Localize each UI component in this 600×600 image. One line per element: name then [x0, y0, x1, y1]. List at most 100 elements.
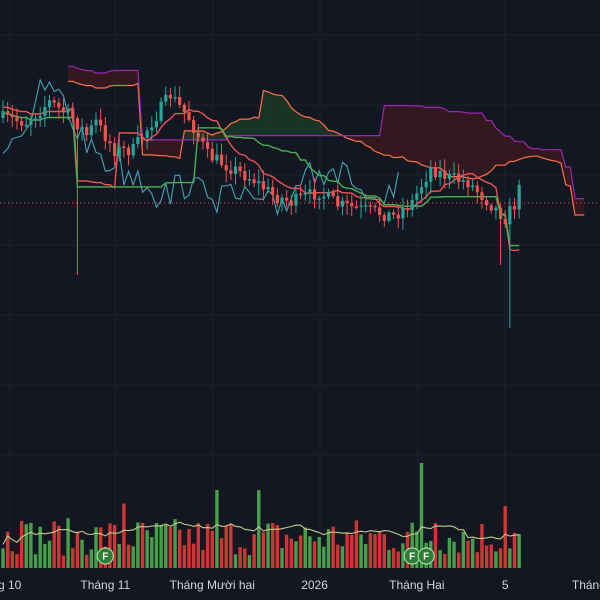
candle[interactable] [224, 154, 228, 183]
volume-bar[interactable] [322, 546, 326, 568]
volume-bar[interactable] [164, 525, 168, 568]
candle[interactable] [466, 175, 470, 197]
candle[interactable] [266, 178, 270, 193]
candle[interactable] [359, 195, 363, 219]
candle[interactable] [247, 169, 252, 186]
volume-bar[interactable] [303, 527, 307, 568]
volume-bar[interactable] [191, 543, 196, 568]
candle[interactable] [15, 108, 19, 130]
candle[interactable] [24, 115, 28, 129]
candle[interactable] [117, 138, 121, 162]
candle[interactable] [71, 102, 75, 123]
volume-bar[interactable] [38, 526, 42, 568]
candle[interactable] [354, 200, 358, 210]
candle[interactable] [131, 138, 135, 159]
candle[interactable] [33, 115, 38, 128]
candle[interactable] [150, 116, 154, 142]
volume-bar[interactable] [57, 525, 61, 568]
volume-bar[interactable] [257, 490, 261, 568]
volume-bar[interactable] [512, 532, 517, 568]
volume-bar[interactable] [47, 540, 52, 568]
candle[interactable] [80, 118, 84, 141]
candle[interactable] [187, 100, 191, 123]
candle[interactable] [52, 96, 56, 108]
volume-bar[interactable] [210, 530, 214, 568]
candle[interactable] [326, 188, 331, 200]
candle[interactable] [289, 194, 293, 216]
volume-bar[interactable] [368, 533, 373, 568]
volume-bar[interactable] [266, 523, 270, 568]
volume-bar[interactable] [173, 519, 177, 568]
volume-bar[interactable] [494, 551, 498, 568]
candle[interactable] [312, 178, 317, 209]
candle[interactable] [480, 186, 484, 209]
volume-bar[interactable] [140, 522, 145, 568]
candle[interactable] [243, 163, 247, 186]
candle[interactable] [410, 193, 414, 217]
volume-bar[interactable] [196, 523, 200, 568]
volume-bar[interactable] [377, 531, 382, 568]
candle[interactable] [206, 132, 210, 158]
volume-bar[interactable] [354, 520, 359, 568]
candle[interactable] [438, 159, 442, 187]
volume-bar[interactable] [29, 522, 33, 568]
candle[interactable] [136, 125, 140, 149]
volume-bar[interactable] [317, 537, 321, 568]
candle[interactable] [461, 169, 465, 190]
candle[interactable] [89, 119, 93, 142]
volume-bar[interactable] [108, 523, 112, 568]
candle[interactable] [178, 86, 182, 108]
candle[interactable] [192, 116, 196, 145]
volume-bar[interactable] [447, 537, 452, 568]
volume-bar[interactable] [19, 520, 24, 568]
candle[interactable] [196, 124, 200, 143]
candle[interactable] [61, 98, 66, 124]
volume-bar[interactable] [150, 537, 154, 568]
volume-bar[interactable] [233, 554, 238, 568]
candle[interactable] [485, 196, 489, 211]
candle[interactable] [308, 179, 312, 204]
volume-bar[interactable] [215, 489, 219, 568]
candle[interactable] [317, 196, 321, 210]
candle[interactable] [508, 197, 512, 328]
candle[interactable] [201, 133, 205, 150]
candle[interactable] [126, 144, 131, 166]
candle[interactable] [498, 203, 503, 265]
volume-bar[interactable] [289, 538, 293, 568]
volume-bar[interactable] [433, 523, 438, 568]
volume-bar[interactable] [98, 527, 103, 568]
candle[interactable] [336, 184, 340, 211]
candle[interactable] [252, 172, 256, 188]
volume-bar[interactable] [131, 546, 135, 568]
volume-bar[interactable] [308, 536, 312, 568]
candle[interactable] [350, 194, 354, 217]
volume-bar[interactable] [364, 543, 368, 568]
volume-bar[interactable] [43, 543, 47, 568]
volume-bar[interactable] [159, 524, 163, 568]
volume-bar[interactable] [396, 551, 400, 568]
candle[interactable] [10, 105, 14, 127]
candle[interactable] [229, 160, 233, 181]
candle[interactable] [66, 103, 70, 121]
candle[interactable] [154, 111, 159, 133]
volume-bar[interactable] [117, 543, 121, 568]
candle[interactable] [345, 194, 349, 216]
candle[interactable] [103, 116, 107, 150]
candle[interactable] [261, 170, 265, 201]
candle[interactable] [140, 133, 145, 145]
candle[interactable] [85, 123, 89, 142]
candle[interactable] [215, 143, 219, 164]
candle[interactable] [378, 199, 382, 222]
candle[interactable] [94, 112, 98, 134]
candle[interactable] [238, 162, 242, 178]
candle[interactable] [233, 157, 238, 185]
candle[interactable] [210, 141, 214, 163]
candle[interactable] [38, 107, 42, 127]
volume-bar[interactable] [275, 525, 280, 568]
volume-bar[interactable] [178, 529, 182, 568]
volume-bar[interactable] [280, 548, 284, 568]
volume-bar[interactable] [312, 541, 317, 568]
volume-bar[interactable] [187, 528, 191, 568]
